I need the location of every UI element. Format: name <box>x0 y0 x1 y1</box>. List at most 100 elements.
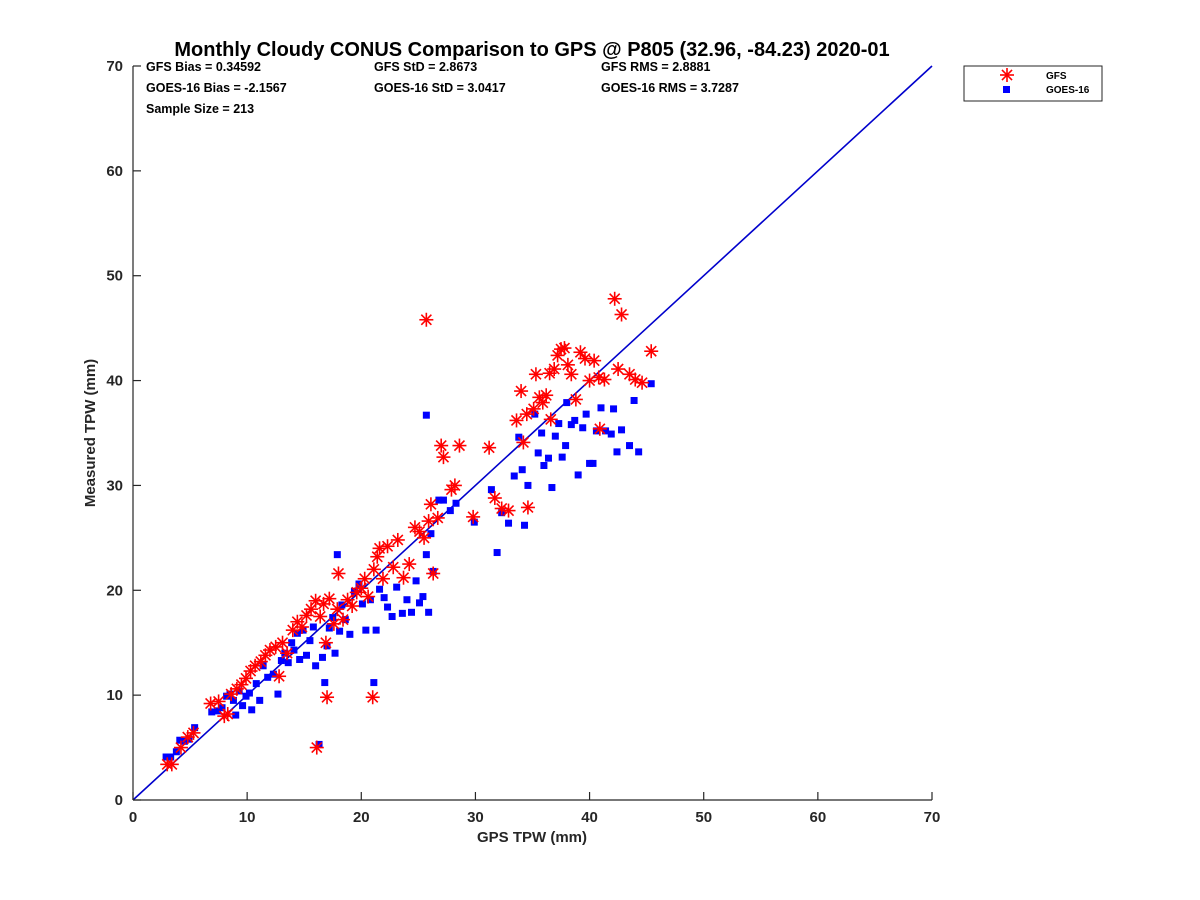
goes-std-stat: GOES-16 StD = 3.0417 <box>374 81 506 95</box>
gfs-point <box>361 589 376 604</box>
goes16-point <box>323 642 331 650</box>
gfs-point <box>487 491 502 506</box>
goes16-point <box>524 481 532 489</box>
y-tick-label: 50 <box>106 268 123 285</box>
goes16-point <box>446 507 454 515</box>
gfs-point <box>482 440 497 455</box>
gfs-point <box>304 602 319 617</box>
gfs-point <box>516 435 531 450</box>
gfs-point <box>607 291 622 306</box>
legend-box <box>963 65 1103 102</box>
x-tick-label: 40 <box>581 809 598 826</box>
goes16-point <box>548 484 556 492</box>
goes16-point <box>558 453 566 461</box>
legend-gfs-marker <box>1000 68 1014 82</box>
goes16-point <box>398 609 406 617</box>
y-tick-10: 10 <box>106 687 141 704</box>
gfs-point <box>390 532 405 547</box>
goes16-point <box>362 626 370 634</box>
goes16-point <box>531 410 539 418</box>
goes16-point <box>299 626 307 634</box>
goes16-point <box>427 530 435 538</box>
x-tick-label: 10 <box>239 809 256 826</box>
goes16-point <box>589 459 597 467</box>
goes16-point <box>252 680 260 688</box>
gfs-point <box>520 500 535 515</box>
goes16-point <box>574 471 582 479</box>
gfs-rms-stat: GFS RMS = 2.8881 <box>601 60 710 74</box>
gfs-point <box>466 509 481 524</box>
gfs-point <box>370 549 385 564</box>
x-ticks: 0 10 20 30 40 50 60 70 <box>129 792 941 826</box>
gfs-point <box>430 510 445 525</box>
gfs-point <box>386 560 401 575</box>
goes16-point <box>277 657 285 665</box>
goes16-point <box>259 662 267 670</box>
sample-size-stat: Sample Size = 213 <box>146 102 254 116</box>
gfs-point <box>380 539 395 554</box>
gfs-point <box>426 566 441 581</box>
legend-gfs-label: GFS <box>1046 71 1067 82</box>
gfs-point <box>262 643 277 658</box>
goes16-point <box>384 603 392 611</box>
goes16-point <box>245 689 253 697</box>
goes16-point <box>607 430 615 438</box>
y-tick-label: 70 <box>106 58 123 75</box>
goes16-point <box>518 466 526 474</box>
y-tick-label: 40 <box>106 373 123 390</box>
x-tick-20: 20 <box>353 792 370 826</box>
gfs-point <box>622 367 637 382</box>
gfs-point <box>345 599 360 614</box>
goes16-point <box>415 599 423 607</box>
gfs-point <box>591 370 606 385</box>
x-tick-0: 0 <box>129 792 137 826</box>
goes16-point <box>562 442 570 450</box>
goes16-point <box>630 396 638 404</box>
gfs-point <box>543 412 558 427</box>
gfs-point <box>211 694 226 709</box>
y-tick-30: 30 <box>106 477 141 494</box>
gfs-point <box>280 646 295 661</box>
gfs-point <box>375 571 390 586</box>
goes16-point <box>296 655 304 663</box>
gfs-point <box>365 690 380 705</box>
goes16-point <box>470 518 478 526</box>
goes16-point <box>439 496 447 504</box>
gfs-std-stat: GFS StD = 2.8673 <box>374 60 477 74</box>
gfs-point <box>220 707 235 722</box>
goes16-point <box>521 521 529 529</box>
goes16-point <box>647 380 655 388</box>
x-tick-50: 50 <box>695 792 712 826</box>
x-tick-label: 70 <box>924 809 941 826</box>
y-tick-label: 0 <box>115 792 123 809</box>
x-axis-label: GPS TPW (mm) <box>477 829 587 846</box>
goes16-point <box>274 690 282 698</box>
y-tick-50: 50 <box>106 268 141 285</box>
gfs-point <box>509 413 524 428</box>
goes16-point <box>412 577 420 585</box>
gfs-point <box>366 562 381 577</box>
gfs-point <box>417 530 432 545</box>
goes16-point <box>370 679 378 687</box>
goes16-point <box>321 679 329 687</box>
goes16-point <box>403 596 411 604</box>
gfs-point <box>336 612 351 627</box>
gfs-point <box>614 307 629 322</box>
y-tick-label: 20 <box>106 582 123 599</box>
gfs-point <box>434 438 449 453</box>
gfs-bias-stat: GFS Bias = 0.34592 <box>146 60 261 74</box>
gfs-point <box>547 362 562 377</box>
goes16-point <box>579 424 587 432</box>
chart-title: Monthly Cloudy CONUS Comparison to GPS @… <box>174 39 889 61</box>
gfs-point <box>173 740 188 755</box>
gfs-point <box>447 478 462 493</box>
stats-block: GFS Bias = 0.34592 GFS StD = 2.8673 GFS … <box>146 60 739 116</box>
x-tick-label: 0 <box>129 809 137 826</box>
x-tick-70: 70 <box>924 792 941 826</box>
goes16-point <box>218 704 226 712</box>
gfs-point <box>644 344 659 359</box>
gfs-point <box>514 384 529 399</box>
y-tick-0: 0 <box>115 792 141 809</box>
goes-bias-stat: GOES-16 Bias = -2.1567 <box>146 81 287 95</box>
